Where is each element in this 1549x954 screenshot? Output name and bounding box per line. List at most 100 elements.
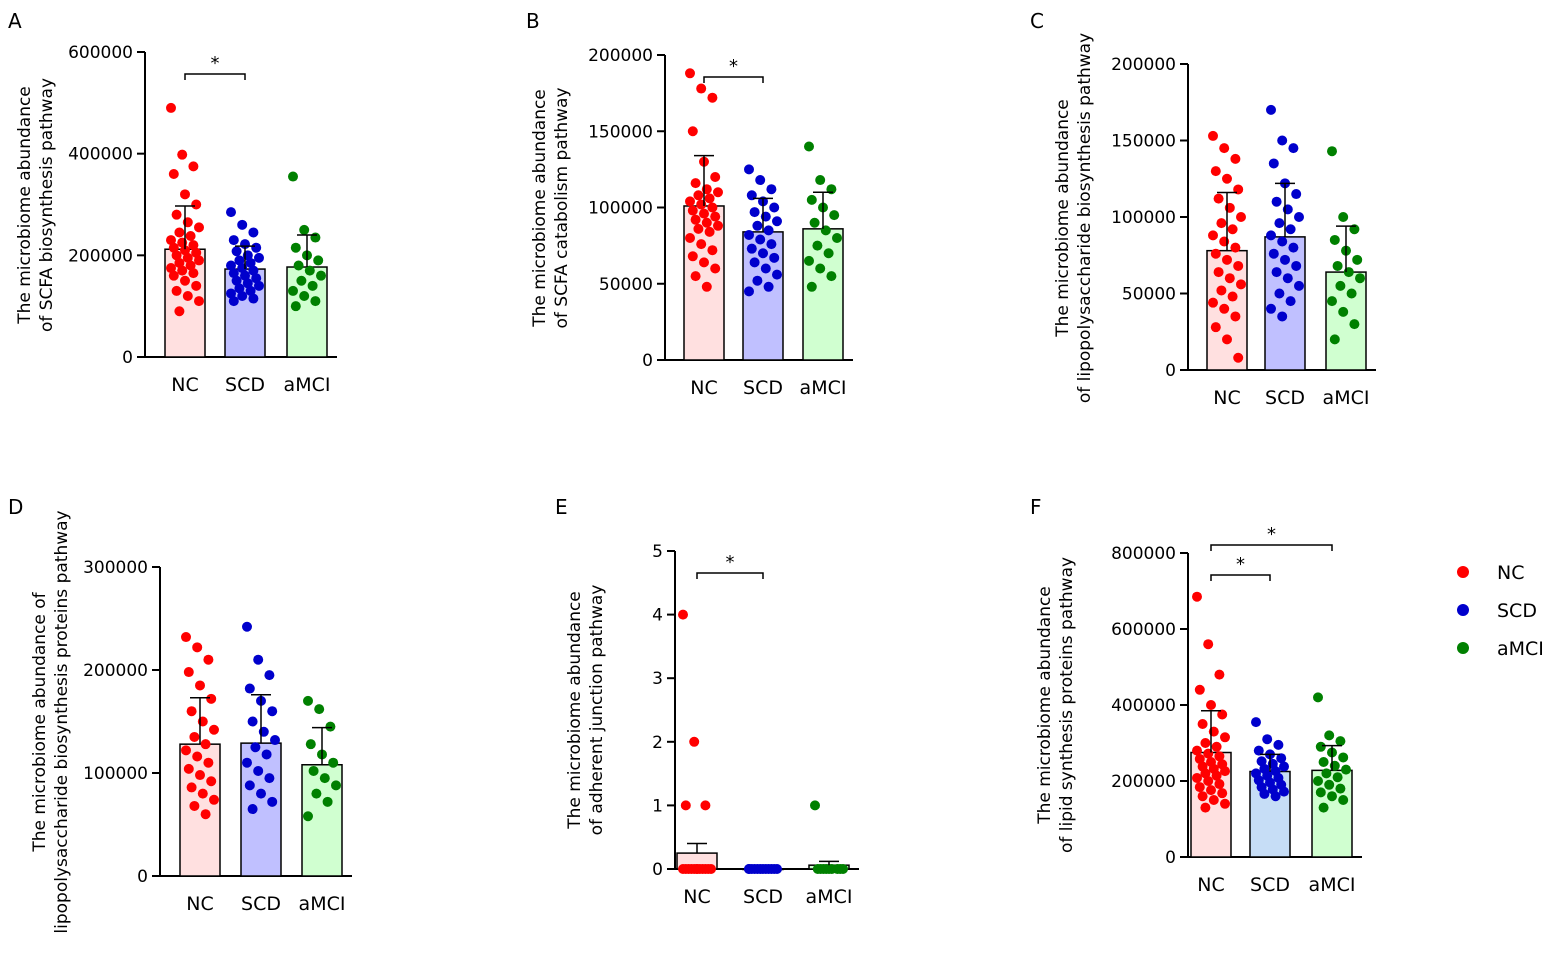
y-tick-label: 100000 (83, 764, 148, 784)
data-point-amci (1321, 768, 1332, 779)
data-point-amci (838, 864, 848, 874)
x-tick-label-nc: NC (171, 374, 198, 396)
data-point-nc (1222, 173, 1232, 184)
data-point-nc (1200, 802, 1211, 813)
y-tick-label: 1 (652, 796, 663, 816)
data-point-scd (1251, 717, 1261, 728)
data-point-nc (1192, 745, 1202, 756)
y-tick-label: 600000 (1111, 620, 1176, 640)
data-point-nc (191, 247, 202, 258)
data-point-scd (250, 742, 261, 753)
data-point-nc (680, 800, 691, 811)
data-point-amci (331, 780, 341, 791)
data-point-nc (1208, 297, 1218, 308)
data-point-scd (254, 252, 264, 263)
data-point-scd (242, 757, 252, 768)
bar-nc (179, 743, 221, 877)
significance-star: * (1267, 524, 1276, 545)
data-point-nc (166, 235, 176, 246)
data-point-scd (1277, 135, 1288, 146)
data-point-scd (237, 291, 248, 301)
data-point-nc (200, 739, 211, 750)
data-point-amci (815, 263, 826, 274)
data-point-amci (1318, 757, 1329, 767)
data-point-scd (766, 184, 777, 195)
panel-e: E 0 1 2 3 4 5 The microbiome abundance of adhere… (555, 495, 859, 908)
data-point-amci (1324, 730, 1335, 741)
data-point-amci (1341, 764, 1351, 775)
data-point-nc (1192, 591, 1202, 602)
data-point-nc (1217, 788, 1228, 799)
data-point-nc (1192, 772, 1202, 783)
data-point-amci (1349, 319, 1360, 330)
data-point-nc (171, 250, 182, 261)
data-point-nc (174, 257, 185, 268)
data-point-nc (687, 205, 698, 216)
x-tick-label-nc: NC (683, 886, 710, 908)
y-tick-label: 100000 (1111, 208, 1176, 228)
data-point-scd (245, 285, 256, 296)
data-point-scd (772, 269, 782, 280)
data-point-nc (180, 275, 190, 286)
data-point-scd (763, 281, 774, 292)
data-point-amci (1335, 280, 1346, 291)
data-point-scd (1288, 143, 1299, 154)
data-point-nc (685, 233, 695, 243)
data-point-nc (209, 794, 219, 805)
x-tick-label-nc: NC (1213, 387, 1240, 409)
x-tick-label-amci: aMCI (806, 886, 853, 908)
data-point-nc (206, 776, 217, 787)
significance-star: * (729, 56, 738, 77)
y-axis-label-line: of lipid synthesis proteins pathway (1057, 557, 1077, 853)
data-point-scd (270, 735, 280, 746)
y-tick-label: 400000 (1111, 696, 1176, 716)
bar-amci (1325, 271, 1367, 371)
x-tick-label-amci: aMCI (800, 377, 847, 399)
data-point-amci (1338, 306, 1349, 317)
data-point-scd (763, 864, 774, 874)
data-point-scd (1266, 303, 1276, 314)
data-point-amci (804, 141, 814, 152)
data-point-amci (1318, 802, 1329, 813)
data-point-nc (189, 731, 200, 742)
data-point-scd (248, 293, 259, 304)
legend: NC SCD aMCI (1457, 562, 1544, 660)
y-tick-label: 150000 (588, 122, 653, 142)
data-point-nc (1208, 130, 1218, 141)
data-point-scd (242, 278, 253, 289)
data-point-amci (316, 270, 326, 281)
data-point-amci (1338, 212, 1349, 222)
panel-letter-c: C (1030, 9, 1044, 33)
data-point-nc (1230, 311, 1241, 322)
data-point-nc (1230, 242, 1241, 253)
data-point-amci (806, 281, 817, 292)
data-point-scd (231, 246, 242, 257)
data-point-nc (713, 220, 723, 231)
data-point-nc (200, 809, 211, 820)
data-point-nc (700, 800, 711, 811)
data-point-amci (832, 233, 842, 243)
data-point-nc (1224, 273, 1235, 284)
data-point-scd (1262, 734, 1273, 745)
data-point-scd (1279, 761, 1289, 772)
data-point-scd (744, 229, 754, 240)
data-point-nc (689, 736, 700, 747)
y-axis-label-line: of lipopolysaccharide biosynthesis pathw… (1075, 33, 1095, 403)
data-point-nc (185, 231, 196, 242)
data-point-nc (687, 126, 698, 137)
data-point-nc (707, 92, 718, 103)
data-point-nc (166, 263, 176, 274)
data-point-amci (1327, 146, 1337, 157)
data-point-nc (1230, 153, 1241, 164)
data-point-nc (1203, 776, 1214, 786)
data-point-nc (185, 260, 196, 271)
panel-letter-b: B (526, 9, 540, 33)
significance-bracket (703, 76, 764, 83)
data-point-nc (1194, 782, 1205, 793)
data-point-amci (310, 296, 321, 307)
data-point-amci (815, 175, 826, 186)
data-point-nc (166, 102, 176, 113)
data-point-scd (228, 296, 239, 307)
data-point-amci (288, 171, 298, 182)
